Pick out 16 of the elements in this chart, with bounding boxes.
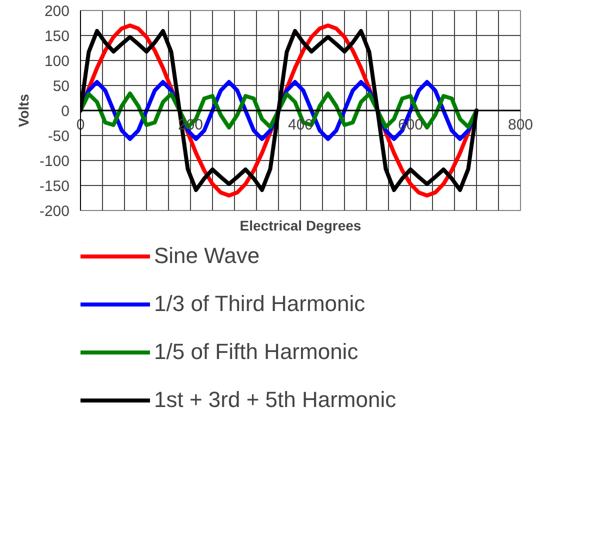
y-axis-title: Volts	[15, 94, 32, 128]
y-tick-label: -50	[48, 128, 70, 145]
y-tick-label: -100	[39, 153, 70, 170]
legend-label: 1/5 of Fifth Harmonic	[154, 339, 358, 365]
y-tick-label: 150	[44, 28, 70, 45]
legend-label: 1/3 of Third Harmonic	[154, 291, 366, 317]
y-tick-label: -150	[39, 178, 70, 195]
legend-label: 1st + 3rd + 5th Harmonic	[154, 387, 396, 413]
y-tick-label: -200	[39, 203, 70, 220]
x-axis-title: Electrical Degrees	[240, 218, 362, 234]
y-tick-label: 0	[61, 103, 70, 120]
x-tick-label: 200	[178, 116, 204, 134]
legend-label: Sine Wave	[154, 243, 260, 269]
y-tick-label: 200	[44, 3, 70, 20]
y-tick-label: 50	[52, 78, 70, 95]
y-tick-label: 100	[44, 53, 70, 70]
